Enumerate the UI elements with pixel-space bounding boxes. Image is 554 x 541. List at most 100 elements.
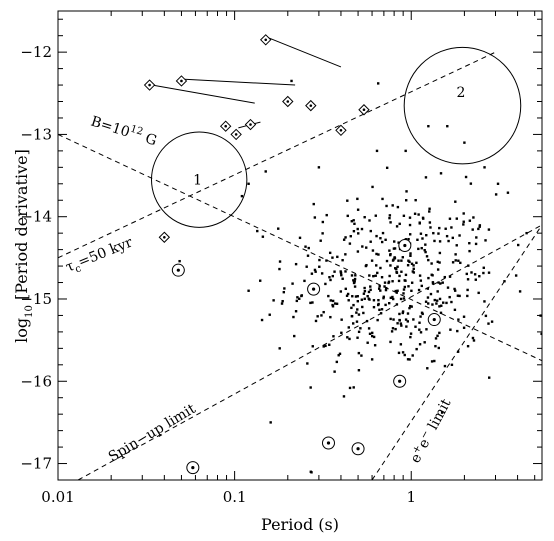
pulsar-point	[355, 320, 359, 323]
pulsar-point	[293, 334, 296, 338]
pulsar-point	[391, 295, 394, 299]
pulsar-point	[272, 299, 275, 302]
pulsar-point	[341, 277, 344, 280]
region-circle	[150, 131, 248, 228]
pulsar-point	[331, 274, 334, 278]
pulsar-point	[371, 185, 374, 189]
pulsar-point	[320, 272, 324, 275]
pulsar-point	[368, 274, 371, 277]
pulsar-point	[290, 79, 293, 83]
pulsar-point	[397, 241, 400, 244]
pulsar-point	[414, 325, 417, 328]
pulsar-point	[377, 298, 380, 302]
pulsar-point	[335, 302, 339, 305]
pulsar-point	[396, 205, 400, 209]
pulsar-point	[412, 318, 415, 321]
pulsar-point	[346, 214, 349, 218]
y-tick-label: −13	[20, 125, 52, 143]
pulsar-point	[370, 259, 374, 262]
pulsar-point	[463, 141, 466, 144]
pulsar-point	[431, 282, 435, 285]
pulsar-point	[425, 255, 429, 258]
pulsar-point	[478, 225, 481, 228]
pulsar-point	[331, 299, 335, 303]
pulsar-point	[405, 325, 408, 328]
pulsar-point	[357, 313, 361, 316]
pulsar-point	[311, 301, 314, 304]
pulsar-point	[350, 274, 354, 277]
pulsar-point	[408, 260, 411, 264]
pulsar-point	[405, 190, 408, 193]
pulsar-point	[400, 270, 403, 273]
pulsar-point	[356, 300, 359, 303]
pulsar-point	[384, 288, 388, 292]
pulsar-point	[307, 246, 310, 250]
pulsar-point	[360, 227, 364, 231]
pulsar-point	[333, 270, 336, 273]
pulsar-point	[319, 239, 322, 242]
pulsar-point	[385, 204, 388, 208]
pulsar-point	[385, 259, 389, 263]
pulsar-point	[353, 285, 357, 288]
pulsar-point	[398, 274, 401, 278]
pulsar-point	[398, 222, 401, 226]
pulsar-point	[415, 261, 418, 265]
pulsar-point	[379, 289, 382, 292]
circled-source-dot	[326, 441, 331, 445]
pulsar-point	[437, 346, 440, 350]
pulsar-point	[264, 170, 267, 173]
circled-source-dot	[176, 268, 180, 272]
pulsar-point	[372, 299, 376, 302]
pulsar-point	[352, 303, 355, 307]
pulsar-point	[313, 268, 317, 272]
pulsar-point	[300, 294, 304, 297]
diamond-source-dot	[249, 123, 252, 126]
pulsar-point	[438, 251, 442, 255]
pulsar-point	[420, 246, 423, 250]
pulsar-point	[329, 299, 333, 302]
pulsar-point	[397, 279, 401, 283]
pulsar-point	[344, 236, 347, 239]
pulsar-point	[429, 226, 432, 229]
pulsar-point	[340, 318, 343, 321]
pulsar-point	[296, 296, 299, 299]
pulsar-point	[454, 200, 457, 203]
pulsar-point	[332, 335, 335, 338]
pulsar-point	[350, 315, 354, 318]
pulsar-point	[357, 369, 361, 372]
pulsar-point	[178, 259, 181, 263]
pulsar-point	[370, 334, 374, 338]
pulsar-point	[340, 273, 343, 277]
pulsar-point	[438, 331, 441, 335]
pulsar-point	[458, 294, 461, 298]
pulsar-point	[344, 270, 347, 273]
pulsar-point	[408, 306, 411, 310]
pulsar-point	[355, 311, 358, 314]
pulsar-point	[443, 364, 447, 368]
pulsar-point	[517, 243, 520, 247]
pulsar-point	[456, 329, 459, 333]
y-axis-title-main: log	[12, 318, 31, 343]
pulsar-point	[450, 363, 454, 367]
pulsar-point	[438, 240, 442, 243]
y-tick-label: −14	[20, 208, 52, 226]
pulsar-point	[503, 280, 506, 283]
pulsar-point	[379, 312, 383, 315]
pulsar-point	[442, 301, 445, 304]
pulsar-point	[366, 341, 369, 344]
diamond-source-dot	[234, 133, 238, 136]
pulsar-point	[388, 214, 392, 217]
pulsar-point	[311, 345, 314, 348]
pulsar-point	[365, 319, 369, 323]
pulsar-point	[360, 298, 364, 301]
pulsar-point	[295, 299, 299, 303]
pulsar-point	[394, 267, 397, 270]
pulsar-point	[408, 233, 412, 236]
pulsar-point	[338, 352, 342, 355]
pulsar-point	[454, 253, 457, 256]
pulsar-point	[322, 345, 325, 348]
pulsar-point	[449, 328, 452, 331]
pulsar-point	[410, 289, 413, 293]
pulsar-point	[352, 219, 355, 222]
